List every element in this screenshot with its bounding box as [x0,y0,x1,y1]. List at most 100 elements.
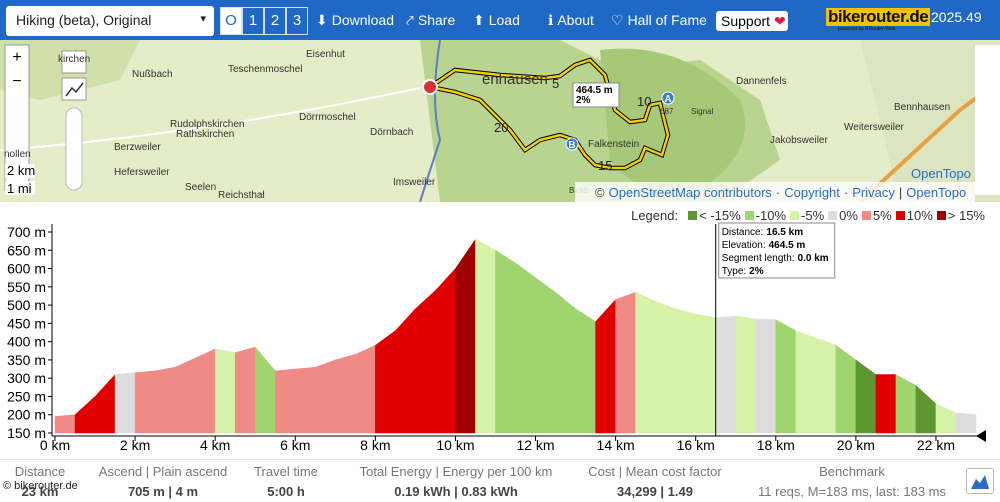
route-km-marker: 10 [637,94,651,109]
elevation-segment [875,374,897,434]
route-button[interactable]: O [220,7,242,35]
attribution-part: © [595,185,605,200]
tooltip-key: Elevation: [722,240,766,251]
elevation-segment [575,308,596,434]
route-button[interactable]: 1 [242,7,264,35]
menu-item[interactable]: ℹ About [548,12,594,29]
attribution: © OpenStreetMap contributors · Copyright · Pr… [595,185,966,200]
elevation-segment [375,330,396,434]
menu-icon: ⬇ [316,12,328,28]
elevation-segment [935,403,957,434]
waypoint[interactable] [565,137,579,151]
elevation-segment [134,370,156,434]
x-tick-label: 18 km [757,437,795,453]
place-label: Imsweiler [393,177,436,188]
x-tick-label: 22 km [917,437,955,453]
place-label: Bennhausen [894,102,950,113]
tooltip-value: 2% [749,266,764,277]
place-label: 687 [660,107,674,116]
elevation-segment [795,330,817,434]
slider[interactable] [65,107,83,191]
tool-button[interactable] [61,50,87,74]
waypoint[interactable] [661,91,675,105]
legend-label: < -15% [699,208,741,223]
menu-item[interactable]: ⬇ Download [316,12,394,29]
elevation-segment [154,366,176,434]
elevation-segment [855,359,877,434]
route-button[interactable]: 2 [264,7,286,35]
zoom-out[interactable]: − [12,73,21,90]
place-label: Hefersweiler [114,167,170,178]
map-tooltip-elevation: 464.5 m [576,85,613,96]
y-tick-label: 650 m [7,242,46,258]
y-tick-label: 350 m [7,352,46,368]
attribution-part[interactable]: OpenStreetMap contributors [609,185,773,200]
elevation-segment [54,414,76,434]
attribution-part[interactable]: OpenTopo [906,185,966,200]
tooltip-value: 0.0 km [798,253,829,264]
elevation-segment [595,298,616,434]
place-label: Rathskirchen [176,129,234,140]
legend-item: 5% [861,208,892,223]
stats-border [0,459,1000,460]
stat-label: Total Energy | Energy per 100 km [359,464,553,479]
zoom-in[interactable]: + [12,49,21,66]
x-tick-label: 2 km [120,437,150,453]
route-km-marker: 15 [598,158,612,173]
route-button[interactable]: 3 [286,7,308,35]
place-label: nollen [4,149,31,160]
elevation-segment [955,412,977,434]
chart-toggle[interactable] [966,468,994,494]
tooltip-value: 464.5 m [769,240,806,251]
river [419,40,442,202]
attribution-part[interactable]: Copyright [784,185,840,200]
attribution-part: · [844,185,848,200]
road [0,87,421,151]
elevation-segment [295,366,316,434]
attribution-bg [575,182,975,202]
place-label: Signal [691,107,713,116]
elevation-segment [234,346,256,434]
place-label: Jakobsweiler [770,135,828,146]
brand[interactable]: bikerouter.de [826,7,931,26]
menu-item[interactable]: ⤤ Share [406,12,455,29]
stat-label: Distance [14,464,66,479]
elevation-segment [635,291,656,434]
elevation-segment [895,374,917,434]
scale-mi-box [5,181,35,195]
stat-value: 11 reqs, M=183 ms, last: 183 ms [758,484,946,499]
place-label: Weitersweiler [844,122,904,133]
layer-name[interactable]: OpenTopo [911,166,971,181]
elevation-segment [355,344,376,434]
legend-item: -5% [790,208,824,223]
elevation-segment [675,308,696,434]
place-label: Dörrmoschel [299,112,356,123]
y-tick-label: 250 m [7,388,46,404]
place-label: Reichsthal [218,190,265,201]
profile-select[interactable]: Hiking (beta), Original [6,6,214,36]
support-button[interactable]: Support ❤ [716,11,788,31]
y-tick-label: 450 m [7,315,46,331]
place-label: enhausen [482,71,548,88]
legend-swatch [936,211,946,220]
tooltip-line: Distance: 16.5 km [722,227,803,238]
legend-swatch [895,211,905,220]
elevation-segment [395,308,416,434]
elevation-segment [655,301,676,434]
elevation-segment [515,262,536,434]
y-tick-label: 550 m [7,279,46,295]
x-tick-label: 14 km [597,437,635,453]
stat-label: Cost | Mean cost factor [588,464,722,479]
menu-item[interactable]: ⬆ Load [473,12,520,29]
elevation-segment [735,315,757,434]
tooltip-key: Segment length: [722,253,795,264]
menu-item[interactable]: ♡ Hall of Fame [611,12,707,29]
stat-value: 23 km [21,484,59,499]
elevation-segment [274,368,296,434]
map[interactable]: + − 2 km 1 mi 464.5 m 2% OpenTopo kirche… [0,40,1000,202]
start-marker[interactable] [422,79,438,95]
stat-label: Benchmark [819,464,885,479]
tooltip-line: Type: 2% [722,266,764,277]
attribution-part[interactable]: Privacy [852,185,895,200]
